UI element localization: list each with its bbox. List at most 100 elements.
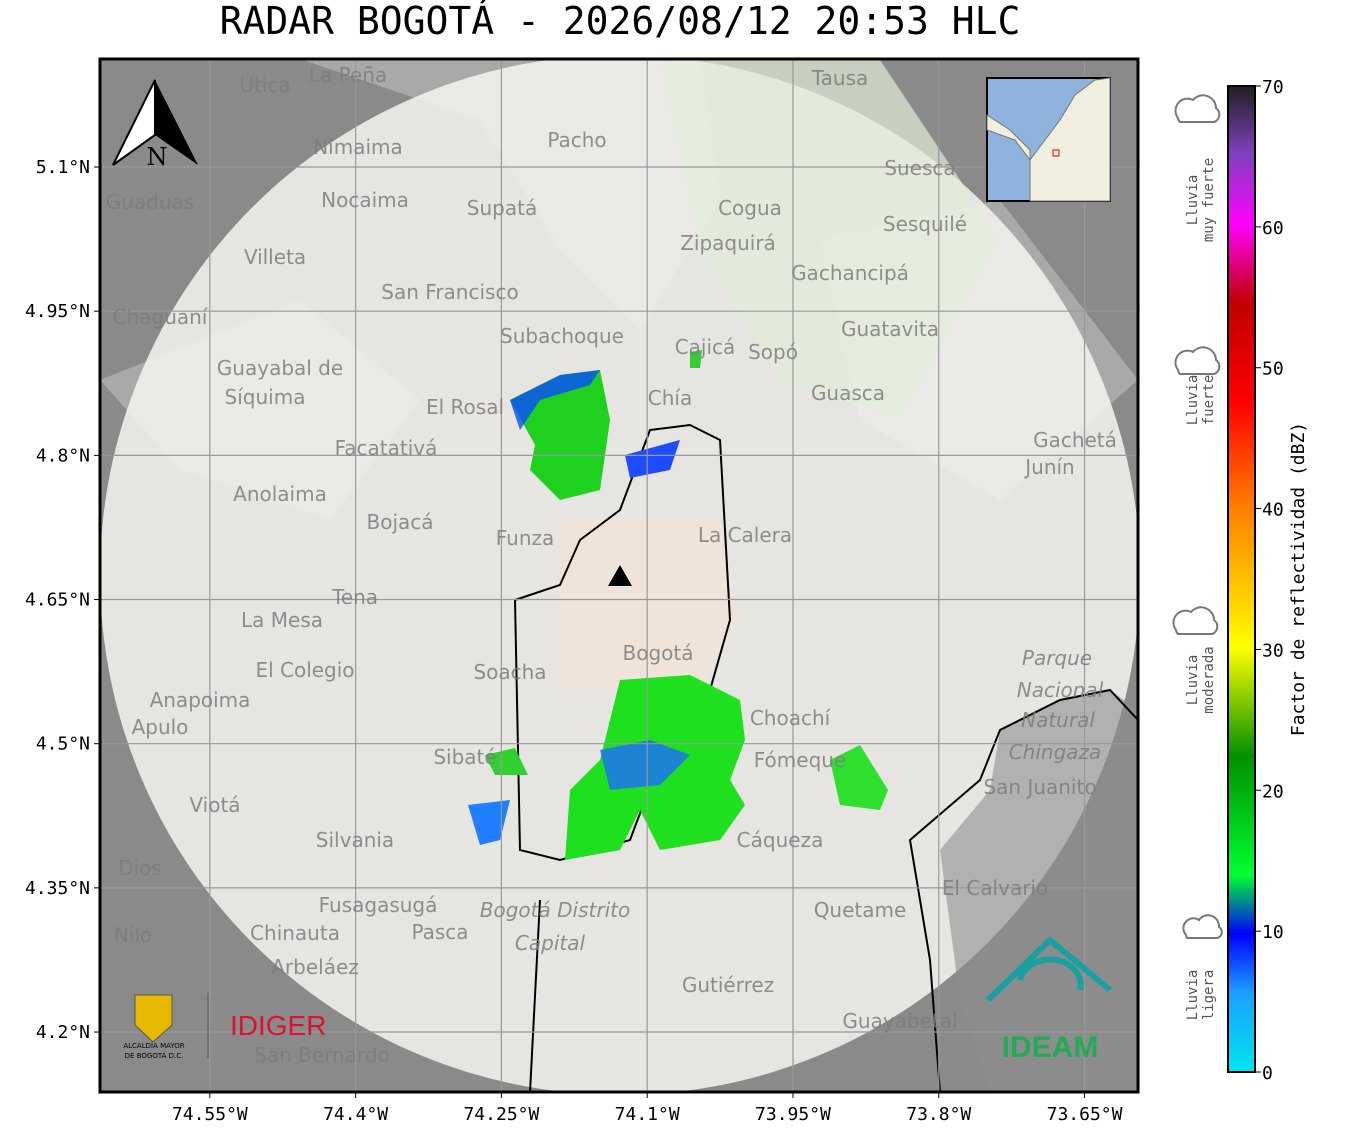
x-tick-label: 74.25°W [463,1104,539,1125]
place-label: Zipaquirá [680,231,776,255]
place-label: Gachetá [1033,428,1117,452]
legend-label: fuerte [1201,375,1217,426]
title: RADAR BOGOTÁ - 2026/08/12 20:53 HLC [220,0,1021,43]
colorbar-tick-label: 10 [1262,922,1284,943]
colorbar-label: Factor de reflectividad (dBZ) [1288,422,1309,736]
place-label: San Francisco [381,280,518,304]
place-label: El Colegio [255,658,354,682]
colorbar-ticks: 0 10 20 30 40 50 60 70 [1255,77,1284,1084]
place-label: Guasca [811,381,885,405]
alcaldia-text: ALCALDÍA MAYOR [123,1041,184,1050]
place-label: Choachí [750,706,832,730]
place-label: Tausa [811,66,869,90]
place-label: Apulo [132,715,189,739]
legend-label: Lluvia [1185,655,1201,706]
x-tick-label: 73.8°W [906,1104,971,1125]
place-label: Guayabetal [842,1009,957,1033]
place-label: Bojacá [366,510,433,534]
place-label: Capital [515,931,586,955]
map: La Peña Útica Tausa Pacho Nimaima Nocaima Supa… [100,59,1138,1092]
place-label: El Rosal [426,395,504,419]
map-frame [98,57,1140,1094]
place-label: Subachoque [500,324,624,348]
y-tick-label: 5.1°N [36,157,90,178]
place-label: Anolaima [233,482,327,506]
place-label: Silvania [316,828,394,852]
colorbar [1227,85,1256,1073]
y-tick-label: 4.5°N [36,734,90,755]
y-tick-label: 4.8°N [36,445,90,466]
place-label: Nimaima [313,135,403,159]
green-area [660,60,1000,420]
place-label: La Calera [698,523,792,547]
y-tick-label: 4.2°N [36,1022,90,1043]
place-label: Gachancipá [791,261,909,285]
place-label: Gutiérrez [682,973,774,997]
place-label: Útica [239,73,290,97]
department-border [529,688,1138,1092]
place-label: Guaduas [106,190,194,214]
place-label: Sibaté [433,745,496,769]
place-label: La Mesa [241,608,323,632]
legend-label: Lluvia [1185,175,1201,226]
legend-label: muy fuerte [1201,158,1217,242]
x-tick-label: 74.1°W [615,1104,680,1125]
place-label: La Peña [309,63,387,87]
place-label: Cogua [718,196,782,220]
place-label: Supatá [467,196,537,220]
places: La Peña Útica Tausa Pacho Nimaima Nocaima Supa… [106,63,1117,1067]
x-tick-label: 73.95°W [755,1104,831,1125]
place-label: Villeta [244,245,306,269]
dark-area [940,690,1138,1092]
ideam-logo: IDEAM [1002,1031,1099,1064]
place-label: Nacional [1017,678,1104,702]
place-label: Chía [648,386,692,410]
y-tick-label: 4.35°N [25,878,90,899]
place-label: Anapoima [150,688,251,712]
place-label: Sopó [748,340,798,364]
place-label: Nilo [114,923,152,947]
inset-map [986,77,1111,202]
place-label: Dios [118,856,162,880]
place-label: San Bernardo [254,1043,390,1067]
colorbar-tick-label: 70 [1262,77,1284,98]
place-label: Pacho [547,128,606,152]
radar-site [608,565,632,586]
place-label: Suesca [884,156,955,180]
alcaldia-text: DE BOGOTÁ D.C. [125,1051,184,1060]
place-label: Guayabal de [217,356,343,380]
place-label: Viotá [189,793,240,817]
x-tick-label: 74.55°W [172,1104,248,1125]
place-label: Natural [1021,708,1095,732]
place-label: Funza [496,526,555,550]
place-label: Fusagasugá [319,893,438,917]
colorbar-tick-label: 20 [1262,781,1284,802]
place-label: Chaguaní [113,305,209,329]
place-label: Síquima [225,385,306,409]
colorbar-tick-label: 0 [1262,1063,1273,1084]
colorbar-tick-label: 30 [1262,640,1284,661]
north-label: N [147,143,168,171]
place-label: Arbeláez [271,955,359,979]
place-label: Guatavita [841,317,939,341]
legend-label: moderada [1201,646,1217,713]
north-arrow: N [112,79,198,171]
legend-label: Lluvia [1185,970,1201,1021]
colorbar-tick-label: 50 [1262,359,1284,380]
place-label: Pasca [411,920,468,944]
legend-label: ligera [1201,970,1217,1021]
place-label: Junín [1023,455,1074,479]
place-label: Chingaza [1009,740,1102,764]
y-tick-label: 4.95°N [25,301,90,322]
place-label: San Juanito [983,775,1096,799]
place-label: Parque [1022,646,1092,670]
place-label: Facatativá [335,436,438,460]
idiger-logo: IDIGER [230,1010,326,1041]
place-label: Fómeque [754,748,847,772]
place-label: Quetame [814,898,907,922]
place-label: Cáqueza [737,828,824,852]
